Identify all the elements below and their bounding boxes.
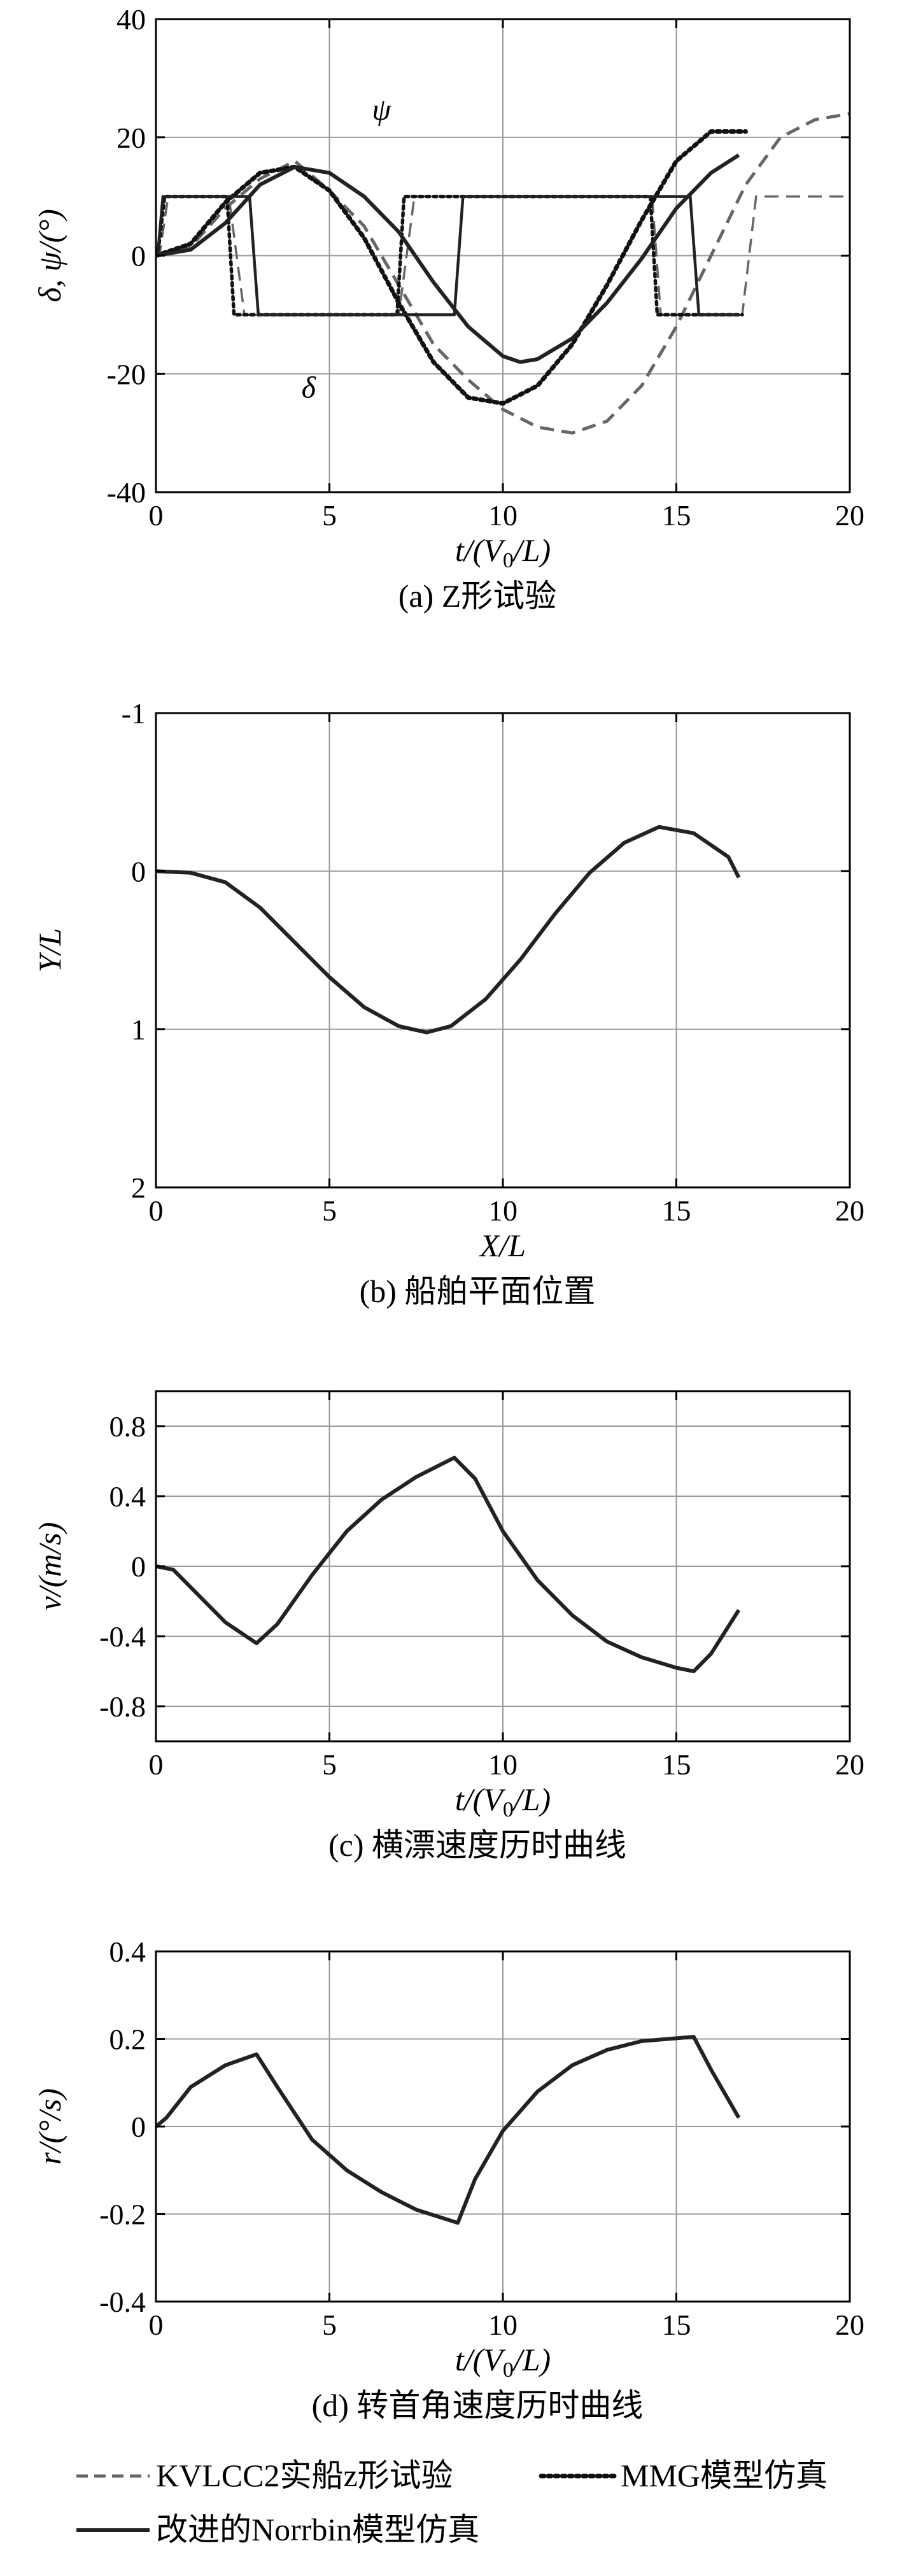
y-tick-label: 40 [116, 3, 146, 36]
y-tick-label: -0.4 [99, 2286, 146, 2318]
x-tick-label: 20 [835, 499, 864, 532]
x-tick-label: 5 [322, 2309, 337, 2341]
series-line-solid [156, 2035, 741, 2225]
x-tick-label: 5 [322, 499, 337, 532]
y-axis-label: v/(m/s) [32, 1522, 67, 1611]
x-tick-label: 10 [488, 1194, 518, 1227]
annotation-delta: δ [302, 371, 316, 404]
y-tick-label: 0 [131, 1550, 146, 1583]
x-axis-label: t/(V0/L) [455, 1781, 551, 1822]
y-tick-label: 0.8 [109, 1410, 146, 1443]
x-axis-label: t/(V0/L) [455, 532, 551, 572]
x-tick-label: 10 [488, 1748, 518, 1781]
y-tick-label: 0 [131, 240, 146, 272]
x-tick-label: 0 [149, 1194, 164, 1227]
x-tick-label: 15 [662, 1748, 691, 1781]
chart-caption: (c) 横漂速度历时曲线 [328, 1827, 626, 1863]
series-line-psi-solid [156, 153, 740, 364]
x-tick-label: 0 [149, 499, 164, 532]
legend-label: MMG模型仿真 [621, 2458, 828, 2493]
series-line-solid [156, 1455, 741, 1673]
x-tick-label: 15 [662, 499, 691, 532]
legend-item: KVLCC2实船z形试验 [76, 2458, 453, 2493]
x-tick-label: 20 [835, 2309, 864, 2341]
y-tick-label: -20 [107, 358, 146, 390]
y-tick-label: 0.4 [109, 1936, 146, 1968]
series-line-delta-solid [156, 195, 739, 316]
x-axis-label: t/(V0/L) [455, 2342, 551, 2382]
legend-label: 改进的Norrbin模型仿真 [156, 2512, 479, 2547]
y-tick-label: -0.4 [99, 1620, 146, 1653]
x-tick-label: 20 [835, 1194, 864, 1227]
x-tick-label: 5 [322, 1194, 337, 1227]
y-tick-label: 0 [131, 855, 146, 888]
y-tick-label: 20 [116, 122, 146, 154]
y-tick-label: 1 [131, 1014, 146, 1046]
legend-label: KVLCC2实船z形试验 [156, 2458, 453, 2493]
y-tick-label: 0.4 [109, 1480, 146, 1513]
x-tick-label: 15 [662, 2309, 691, 2341]
y-axis-label: r/(°/s) [32, 2088, 67, 2165]
x-tick-label: 5 [322, 1748, 337, 1781]
chart-d: 0 5 10 15 20 0.4 0.2 0 -0.2 -0.4 t/(V0/L) r/(°/s) (d… [32, 1936, 864, 2423]
chart-c: 0 5 10 15 20 0.8 0.4 0 -0.4 -0.8 t/(V0/L) v/(m/s) (c… [32, 1390, 864, 1863]
chart-caption: (d) 转首角速度历时曲线 [312, 2388, 644, 2423]
y-tick-label: 0 [131, 2111, 146, 2143]
y-tick-label: -0.8 [99, 1690, 146, 1723]
x-tick-label: 20 [835, 1748, 864, 1781]
x-tick-label: 10 [488, 2309, 518, 2341]
y-tick-label: 0.2 [109, 2023, 146, 2056]
series-line-delta-dashed [156, 195, 850, 316]
y-tick-label: -0.2 [99, 2198, 146, 2231]
x-tick-label: 15 [662, 1194, 691, 1227]
chart-b: 0 5 10 15 20 -1 0 1 2 X/L Y/L (b) 船舶平面位置 [32, 697, 864, 1309]
chart-caption: (b) 船舶平面位置 [360, 1273, 596, 1309]
chart-a: 0 5 10 15 20 40 20 0 -20 -40 t/(V0/L) δ, ψ/(°) (a) Z… [32, 3, 864, 614]
y-tick-label: 2 [131, 1171, 146, 1204]
chart-caption: (a) Z形试验 [398, 578, 557, 614]
series-line-solid [156, 824, 741, 1035]
legend-item: MMG模型仿真 [539, 2458, 828, 2493]
x-tick-label: 0 [149, 1748, 164, 1781]
y-tick-label: -1 [122, 697, 146, 730]
x-tick-label: 10 [488, 499, 518, 532]
series-line-psi-dashed [156, 112, 850, 435]
legend-item: 改进的Norrbin模型仿真 [76, 2512, 479, 2547]
y-axis-label: Y/L [32, 928, 67, 973]
y-axis-label: δ, ψ/(°) [32, 209, 67, 302]
y-tick-label: -40 [107, 476, 146, 509]
x-tick-label: 0 [149, 2309, 164, 2341]
annotation-psi: ψ [372, 93, 391, 127]
series-line-psi-dotted [156, 129, 748, 406]
x-axis-label: X/L [479, 1228, 526, 1263]
